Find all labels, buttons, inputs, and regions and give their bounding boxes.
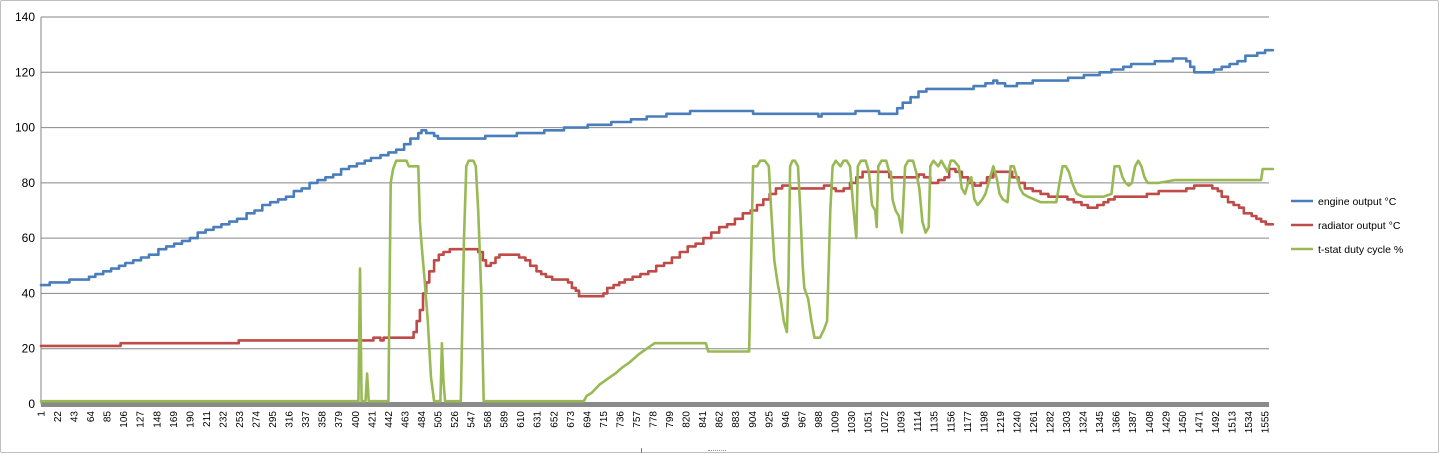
x-tick-label: 1282 bbox=[1046, 411, 1057, 434]
y-tick-label: 100 bbox=[15, 121, 35, 135]
x-tick-label: 274 bbox=[252, 411, 263, 428]
legend-label: engine output °C bbox=[1318, 196, 1397, 208]
gridlines bbox=[41, 16, 1269, 350]
x-tick-label: 652 bbox=[549, 411, 560, 428]
x-tick-label: 106 bbox=[119, 411, 130, 428]
x-axis-tick-band bbox=[41, 402, 1269, 407]
y-tick-label: 60 bbox=[22, 231, 36, 245]
y-tick-label: 40 bbox=[22, 286, 36, 300]
x-tick-label: 127 bbox=[136, 411, 147, 428]
x-tick-label: 1093 bbox=[897, 411, 908, 434]
x-tick-label: 862 bbox=[715, 411, 726, 428]
scroll-marker bbox=[641, 448, 642, 453]
x-tick-label: 43 bbox=[70, 411, 81, 423]
resize-grip[interactable] bbox=[708, 450, 726, 454]
x-tick-label: 757 bbox=[632, 411, 643, 428]
x-tick-label: 1156 bbox=[946, 411, 957, 433]
x-tick-label: 547 bbox=[467, 411, 478, 428]
x-tick-label: 1513 bbox=[1227, 411, 1238, 434]
x-tick-label: 589 bbox=[500, 411, 511, 428]
y-tick-label: 120 bbox=[15, 65, 35, 79]
x-tick-label: 169 bbox=[169, 411, 180, 428]
x-tick-label: 358 bbox=[318, 411, 329, 428]
legend-label: t-stat duty cycle % bbox=[1318, 244, 1403, 256]
x-tick-label: 1198 bbox=[979, 411, 990, 433]
y-tick-label: 0 bbox=[28, 397, 35, 411]
x-tick-label: 631 bbox=[533, 411, 544, 428]
x-tick-label: 1366 bbox=[1112, 411, 1123, 434]
x-tick-label: 1135 bbox=[930, 411, 941, 433]
x-tick-label: 1072 bbox=[880, 411, 891, 434]
x-tick-label: 610 bbox=[516, 411, 527, 428]
x-tick-label: 568 bbox=[483, 411, 494, 428]
x-tick-label: 421 bbox=[367, 411, 378, 428]
x-tick-label: 64 bbox=[86, 411, 97, 423]
x-tick-label: 85 bbox=[103, 411, 114, 423]
x-tick-label: 820 bbox=[682, 411, 693, 428]
x-tick-label: 1051 bbox=[864, 411, 875, 434]
series-line-2 bbox=[39, 167, 1275, 348]
x-tick-label: 1261 bbox=[1029, 411, 1040, 434]
x-tick-label: 694 bbox=[582, 411, 593, 428]
x-tick-label: 946 bbox=[781, 411, 792, 428]
x-tick-label: 1219 bbox=[996, 411, 1007, 434]
x-tick-label: 904 bbox=[748, 411, 759, 428]
x-tick-label: 1240 bbox=[1012, 411, 1023, 434]
x-tick-label: 988 bbox=[814, 411, 825, 428]
x-tick-label: 1429 bbox=[1161, 411, 1172, 434]
x-tick-label: 1345 bbox=[1095, 411, 1106, 434]
x-tick-label: 1303 bbox=[1062, 411, 1073, 434]
x-tick-label: 778 bbox=[649, 411, 660, 428]
x-tick-label: 1030 bbox=[847, 411, 858, 434]
x-tick-label: 1471 bbox=[1194, 411, 1205, 434]
x-tick-label: 1450 bbox=[1178, 411, 1189, 434]
y-tick-label: 80 bbox=[22, 176, 36, 190]
x-tick-label: 1009 bbox=[830, 411, 841, 434]
x-tick-label: 1177 bbox=[963, 411, 974, 433]
x-tick-label: 841 bbox=[698, 411, 709, 428]
x-tick-label: 526 bbox=[450, 411, 461, 428]
legend-label: radiator output °C bbox=[1318, 220, 1401, 232]
x-tick-label: 379 bbox=[334, 411, 345, 428]
axes: 0 20 40 60 80 100 120 140 1 22 43 64 85 106 127 148 169 1… bbox=[15, 10, 1272, 433]
x-tick-label: 463 bbox=[400, 411, 411, 428]
x-tick-label: 337 bbox=[301, 411, 312, 428]
x-tick-label: 1114 bbox=[913, 411, 924, 432]
x-tick-label: 148 bbox=[152, 411, 163, 428]
x-tick-label: 211 bbox=[202, 411, 213, 427]
x-tick-label: 799 bbox=[665, 411, 676, 428]
x-tick-label: 1534 bbox=[1244, 411, 1255, 434]
x-tick-label: 232 bbox=[218, 411, 229, 428]
series-line-3 bbox=[39, 159, 1275, 403]
x-tick-label: 883 bbox=[731, 411, 742, 428]
x-tick-label: 1324 bbox=[1079, 411, 1090, 434]
x-tick-label: 316 bbox=[285, 411, 296, 428]
x-tick-label: 736 bbox=[615, 411, 626, 428]
x-tick-label: 1492 bbox=[1211, 411, 1222, 434]
x-tick-label: 1387 bbox=[1128, 411, 1139, 434]
series-lines bbox=[39, 48, 1275, 403]
x-tick-label: 715 bbox=[599, 411, 610, 428]
legend: engine output °C radiator output °C t-stat… bbox=[1291, 196, 1403, 256]
y-tick-label: 20 bbox=[22, 342, 36, 356]
series-line-1 bbox=[39, 48, 1275, 287]
x-tick-label: 253 bbox=[235, 411, 246, 428]
x-tick-label: 190 bbox=[185, 411, 196, 428]
x-tick-label: 967 bbox=[797, 411, 808, 428]
x-tick-label: 1 bbox=[37, 411, 48, 417]
x-tick-label: 22 bbox=[53, 411, 64, 423]
x-tick-label: 442 bbox=[384, 411, 395, 428]
x-tick-label: 295 bbox=[268, 411, 279, 428]
y-tick-label: 140 bbox=[15, 10, 35, 24]
x-tick-label: 1555 bbox=[1261, 411, 1272, 434]
x-tick-label: 505 bbox=[433, 411, 444, 428]
x-tick-label: 925 bbox=[764, 411, 775, 428]
x-tick-label: 1408 bbox=[1145, 411, 1156, 434]
x-tick-label: 484 bbox=[417, 411, 428, 428]
x-tick-label: 400 bbox=[351, 411, 362, 428]
x-tick-label: 673 bbox=[566, 411, 577, 428]
